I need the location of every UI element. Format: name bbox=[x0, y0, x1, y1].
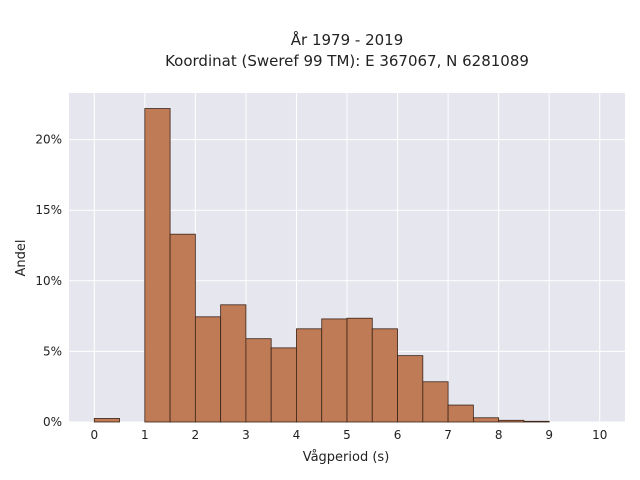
x-tick-label: 8 bbox=[495, 428, 503, 442]
x-tick-label: 10 bbox=[592, 428, 607, 442]
histogram-bar bbox=[270, 347, 297, 423]
x-tick-label: 0 bbox=[90, 428, 98, 442]
histogram-bar bbox=[220, 304, 247, 423]
x-tick-label: 7 bbox=[444, 428, 452, 442]
histogram-bar bbox=[321, 318, 348, 423]
histogram-bar bbox=[498, 419, 525, 423]
y-tick-label: 20% bbox=[35, 133, 62, 147]
x-tick-label: 3 bbox=[242, 428, 250, 442]
x-tick-label: 6 bbox=[394, 428, 402, 442]
x-tick-label: 5 bbox=[343, 428, 351, 442]
bars bbox=[93, 108, 550, 423]
x-tick-labels: 0 1 2 3 4 5 6 7 8 9 10 bbox=[90, 428, 607, 442]
histogram-bar bbox=[169, 233, 196, 423]
histogram-bar bbox=[245, 338, 272, 423]
histogram-bar bbox=[447, 404, 474, 423]
x-axis-label: Vågperiod (s) bbox=[303, 450, 390, 465]
y-tick-label: 5% bbox=[43, 344, 62, 358]
histogram-bar bbox=[346, 317, 373, 423]
y-tick-label: 0% bbox=[43, 415, 62, 429]
histogram-bar bbox=[397, 355, 424, 423]
y-axis-label: Andel bbox=[14, 240, 29, 277]
histogram-bar bbox=[194, 316, 222, 423]
y-tick-labels: 0% 5% 10% 15% 20% bbox=[35, 133, 62, 429]
histogram-bar bbox=[523, 420, 550, 423]
histogram-bar bbox=[472, 417, 500, 423]
x-tick-label: 4 bbox=[293, 428, 301, 442]
x-tick-label: 1 bbox=[141, 428, 149, 442]
histogram-bar bbox=[422, 381, 449, 423]
x-tick-label: 9 bbox=[545, 428, 553, 442]
histogram-bar bbox=[371, 328, 398, 423]
histogram-bar bbox=[93, 418, 120, 423]
chart-title-line2: Koordinat (Sweref 99 TM): E 367067, N 62… bbox=[165, 52, 529, 70]
chart-title-line1: År 1979 - 2019 bbox=[291, 30, 404, 49]
y-tick-label: 15% bbox=[35, 203, 62, 217]
y-tick-label: 10% bbox=[35, 274, 62, 288]
histogram-bar bbox=[144, 108, 171, 423]
x-tick-label: 2 bbox=[192, 428, 200, 442]
histogram-bar bbox=[296, 328, 323, 423]
